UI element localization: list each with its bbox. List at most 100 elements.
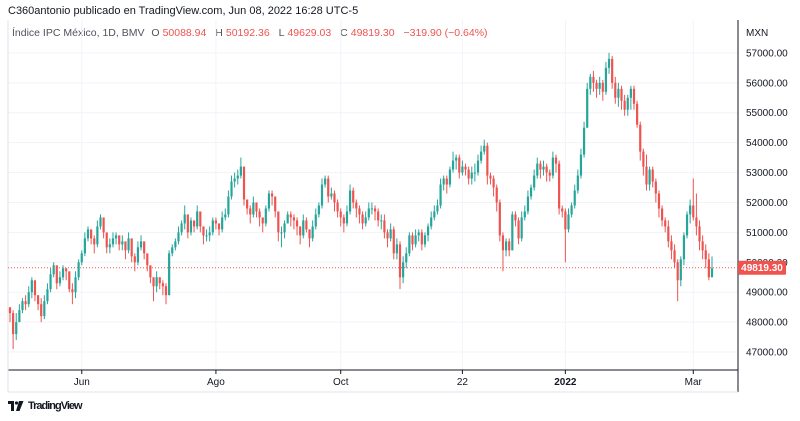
candle-body xyxy=(361,214,364,224)
candle-body xyxy=(261,217,264,224)
candle-body xyxy=(601,82,604,92)
candle-body xyxy=(155,277,158,287)
candle-body xyxy=(707,259,710,278)
candle-body xyxy=(570,205,573,215)
candle-body xyxy=(192,220,196,227)
candle-body xyxy=(473,172,476,174)
close-label: C xyxy=(340,27,348,39)
candle-body xyxy=(139,241,143,248)
x-tick-label: 22 xyxy=(457,377,469,388)
candle-body xyxy=(86,229,90,239)
candle-body xyxy=(114,235,118,239)
candle-body xyxy=(470,172,473,179)
x-tick-label: Mar xyxy=(685,377,703,388)
high-label: H xyxy=(215,27,223,39)
candle-body xyxy=(607,58,611,68)
candle-body xyxy=(626,97,629,110)
open-label: O xyxy=(151,27,160,39)
candle-body xyxy=(295,220,299,227)
candle-body xyxy=(414,235,417,245)
candle-body xyxy=(217,223,221,230)
candle-body xyxy=(695,217,698,227)
candle-body xyxy=(405,253,408,263)
candle-body xyxy=(180,223,183,233)
candle-body xyxy=(430,217,433,227)
candle-body xyxy=(352,190,355,203)
candle-body xyxy=(364,217,367,224)
change-value: −319.90 (−0.64%) xyxy=(403,27,488,39)
candle-body xyxy=(645,166,648,185)
candle-body xyxy=(657,193,661,209)
candle-body xyxy=(214,220,218,224)
candle-body xyxy=(383,220,386,233)
candle-body xyxy=(576,175,579,191)
candle-body xyxy=(336,202,339,212)
candle-body xyxy=(246,199,249,209)
candle-body xyxy=(118,235,121,245)
candle-body xyxy=(682,235,686,260)
candle-body xyxy=(492,178,495,188)
candle-body xyxy=(317,205,320,215)
candle-body xyxy=(330,193,333,197)
candle-body xyxy=(36,295,40,305)
candle-body xyxy=(40,304,43,317)
candle-body xyxy=(455,157,458,161)
candle-body xyxy=(196,211,199,227)
candle-body xyxy=(270,193,274,197)
candle-body xyxy=(121,241,124,245)
candle-body xyxy=(567,214,570,230)
y-tick-label: 48000.00 xyxy=(746,318,788,329)
candle-body xyxy=(508,241,511,251)
candle-body xyxy=(233,178,236,182)
candle-body xyxy=(289,214,292,218)
candle-body xyxy=(464,166,467,170)
candle-body xyxy=(171,247,174,254)
y-tick-label: 57000.00 xyxy=(746,48,788,59)
candle-body xyxy=(255,202,258,212)
candle-body xyxy=(548,172,551,176)
candle-body xyxy=(632,88,636,104)
candle-body xyxy=(80,253,83,263)
candle-body xyxy=(483,145,486,152)
candle-body xyxy=(598,82,601,89)
candle-body xyxy=(18,310,21,323)
candle-body xyxy=(90,229,93,239)
candle-body xyxy=(689,205,692,215)
close-value: 49819.30 xyxy=(350,27,395,39)
candle-body xyxy=(105,232,108,248)
candle-body xyxy=(498,202,501,236)
candle-body xyxy=(561,208,564,212)
candle-body xyxy=(673,250,676,263)
candle-body xyxy=(58,277,62,284)
footer-brand[interactable]: TradingView xyxy=(8,400,83,412)
candle-body xyxy=(274,196,277,212)
candle-body xyxy=(533,175,536,188)
candle-body xyxy=(698,226,701,242)
candle-body xyxy=(264,208,267,224)
candle-body xyxy=(327,178,330,197)
candle-body xyxy=(249,208,252,215)
candle-body xyxy=(442,178,445,185)
candle-body xyxy=(208,232,211,236)
candle-body xyxy=(230,181,233,197)
last-price-label: 49819.30 xyxy=(741,263,783,274)
candle-body xyxy=(604,67,608,92)
candle-body xyxy=(130,238,133,257)
candle-body xyxy=(526,196,530,212)
candle-body xyxy=(161,283,164,287)
candle-body xyxy=(292,217,296,221)
candle-body xyxy=(651,169,654,182)
candle-body xyxy=(49,274,52,290)
candle-body xyxy=(93,238,96,245)
candle-body xyxy=(436,205,439,212)
candle-body xyxy=(554,157,558,164)
candle-body xyxy=(136,247,140,263)
candle-body xyxy=(564,211,567,230)
candle-body xyxy=(239,166,242,176)
candle-body xyxy=(611,58,614,83)
candle-body xyxy=(433,211,436,218)
candle-body xyxy=(314,214,317,227)
tradingview-brand-text: TradingView xyxy=(28,400,83,412)
symbol-name[interactable]: Índice IPC México, 1D, BMV xyxy=(12,27,145,39)
